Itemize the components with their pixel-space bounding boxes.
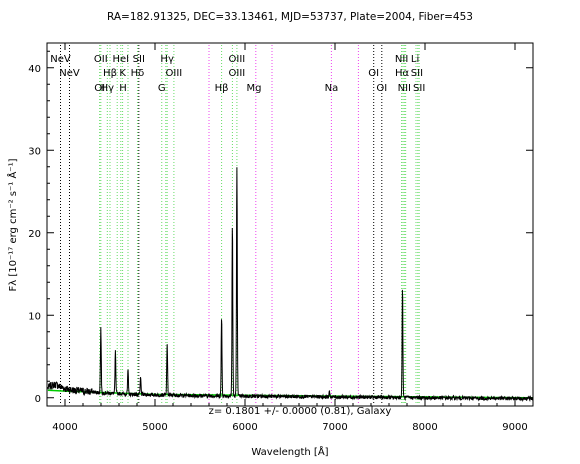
- line-label: NII: [395, 54, 408, 65]
- line-label: HeI: [112, 54, 129, 65]
- spectrum-curve: [47, 167, 534, 403]
- y-axis-label: Fλ [10⁻¹⁷ erg cm⁻² s⁻¹ Å⁻¹]: [6, 158, 19, 291]
- spectrum-layer: [47, 167, 534, 403]
- line-label: SII: [411, 68, 423, 79]
- line-label: Na: [325, 83, 339, 94]
- y-tick-label: 30: [28, 146, 41, 157]
- y-tick-label: 0: [35, 394, 41, 405]
- line-label: OI: [376, 83, 387, 94]
- line-label: NII: [398, 83, 411, 94]
- line-label-layer: NeVNeVOIIOIHβHγHeIKHSIIHδHγOIIIGOIIIOIII…: [50, 54, 425, 94]
- line-label: Hβ: [103, 68, 117, 79]
- x-tick-label: 9000: [502, 422, 527, 433]
- y-tick-label: 40: [28, 64, 41, 75]
- redshift-annotation: z= 0.1801 +/- 0.0000 (0.81), Galaxy: [209, 406, 392, 417]
- vertical-line-layer: [60, 45, 420, 404]
- x-tick-label: 5000: [142, 422, 167, 433]
- line-label: Li: [411, 54, 419, 65]
- line-label: OIII: [166, 68, 183, 79]
- line-label: G: [158, 83, 166, 94]
- x-tick-label: 6000: [232, 422, 257, 433]
- line-label: Hγ: [101, 83, 115, 94]
- line-label: Hδ: [131, 68, 145, 79]
- line-label: NeV: [59, 68, 80, 79]
- line-label: NeV: [50, 54, 71, 65]
- chart-title: RA=182.91325, DEC=33.13461, MJD=53737, P…: [107, 11, 473, 23]
- line-label: H: [119, 83, 127, 94]
- x-tick-label: 4000: [52, 422, 77, 433]
- line-label: OI: [368, 68, 379, 79]
- line-label: K: [119, 68, 126, 79]
- line-label: OII: [94, 54, 108, 65]
- x-tick-label: 7000: [322, 422, 347, 433]
- x-axis-label: Wavelength [Å]: [251, 445, 328, 458]
- line-label: Hα: [395, 68, 410, 79]
- y-tick-label: 20: [28, 229, 41, 240]
- line-label: Mg: [247, 83, 262, 94]
- y-ticks: 0 10 20 30 40: [28, 50, 533, 405]
- x-ticks: 4000 5000 6000 7000 8000 9000: [52, 43, 534, 433]
- line-label: Hβ: [215, 83, 229, 94]
- line-label: SII: [133, 54, 145, 65]
- x-tick-label: 8000: [412, 422, 437, 433]
- line-label: OI: [94, 83, 105, 94]
- line-label: OIII: [229, 54, 246, 65]
- line-label: Hγ: [160, 54, 174, 65]
- y-tick-label: 10: [28, 311, 41, 322]
- line-label: SII: [413, 83, 425, 94]
- line-label: OIII: [229, 68, 246, 79]
- plot-frame: [46, 42, 534, 407]
